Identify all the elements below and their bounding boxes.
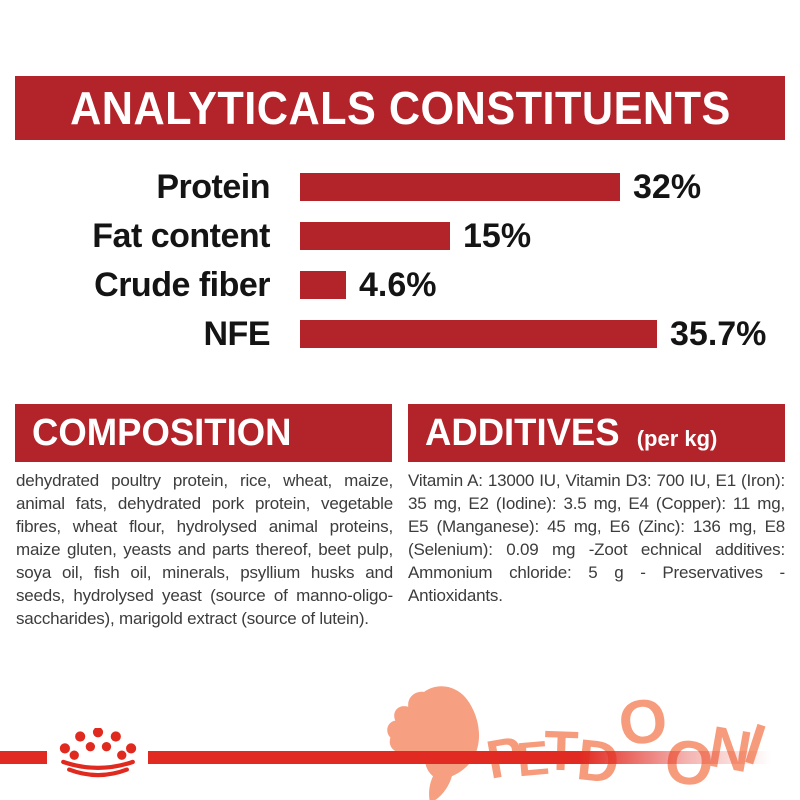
bar-fiber <box>300 271 346 299</box>
bar-nfe <box>300 320 657 348</box>
chart-row-fat: Fat content 15% <box>0 214 800 258</box>
additives-title: ADDITIVES <box>425 411 620 454</box>
bar-label: Crude fiber <box>94 265 270 304</box>
footer-line-right <box>148 751 784 764</box>
bar-label: NFE <box>203 314 271 353</box>
brand-letter: O <box>614 684 672 761</box>
bar-value: 15% <box>463 216 532 255</box>
composition-text: dehydrated poultry protein, rice, wheat,… <box>16 471 393 628</box>
bar-fat <box>300 222 450 250</box>
composition-banner: COMPOSITION <box>15 404 392 462</box>
bar-protein <box>300 173 620 201</box>
royal-canin-crown-icon <box>59 728 137 778</box>
additives-subtitle: (per kg) <box>636 426 718 451</box>
additives-text: Vitamin A: 13000 IU, Vitamin D3: 700 IU,… <box>408 471 785 605</box>
bar-label: Fat content <box>92 216 270 255</box>
dog-head-icon <box>387 686 480 800</box>
additives-banner: ADDITIVES (per kg) <box>408 404 785 462</box>
analyticals-title: ANALYTICALS CONSTITUENTS <box>69 82 731 134</box>
composition-title: COMPOSITION <box>32 411 292 454</box>
chart-row-fiber: Crude fiber 4.6% <box>0 263 800 307</box>
chart-row-nfe: NFE 35.7% <box>0 312 800 356</box>
bar-label: Protein <box>156 167 270 206</box>
chart-row-protein: Protein 32% <box>0 165 800 209</box>
bar-value: 32% <box>633 167 702 206</box>
analyticals-banner: ANALYTICALS CONSTITUENTS <box>15 76 785 140</box>
bar-value: 35.7% <box>670 314 767 353</box>
bar-value: 4.6% <box>359 265 437 304</box>
footer-line-left <box>0 751 47 764</box>
